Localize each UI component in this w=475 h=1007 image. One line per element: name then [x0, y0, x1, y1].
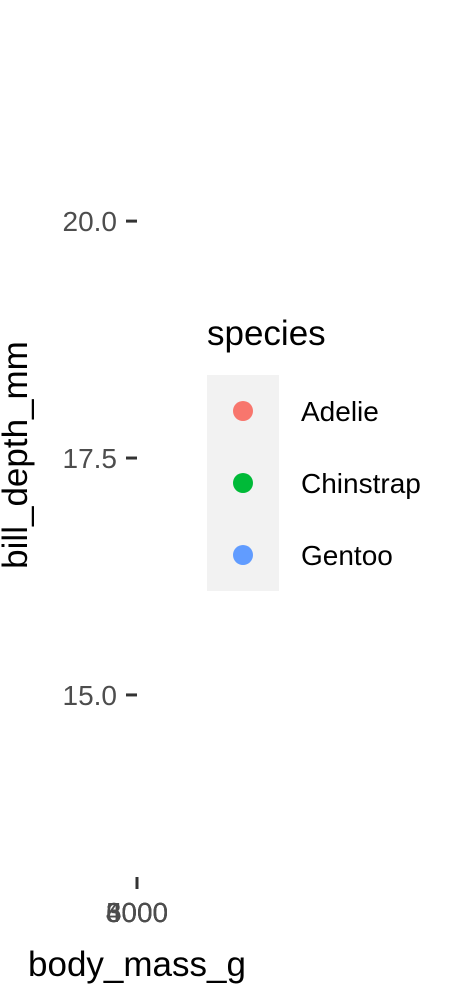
x-tick-label: 5000 — [106, 897, 168, 928]
legend-label-adelie: Adelie — [301, 396, 379, 427]
x-axis-title: body_mass_g — [28, 945, 246, 984]
legend-entries: Adelie Chinstrap Gentoo — [233, 396, 421, 571]
legend-key-adelie — [233, 401, 253, 421]
legend-label-gentoo: Gentoo — [301, 540, 393, 571]
y-tick-label: 17.5 — [63, 443, 118, 474]
y-axis: 15.0 17.5 20.0 — [63, 206, 137, 711]
legend-title: species — [207, 314, 326, 353]
y-axis-title: bill_depth_mm — [0, 341, 35, 569]
legend-key-gentoo — [233, 545, 253, 565]
x-tick-label: 3000 — [106, 897, 168, 928]
x-tick-label: 6000 — [106, 897, 168, 928]
legend-label-chinstrap: Chinstrap — [301, 468, 421, 499]
legend: species Adelie Chinstrap Gentoo — [207, 314, 421, 591]
y-tick-label: 20.0 — [63, 206, 118, 237]
y-tick-label: 15.0 — [63, 680, 118, 711]
x-tick-label: 4000 — [106, 897, 168, 928]
legend-key-chinstrap — [233, 473, 253, 493]
